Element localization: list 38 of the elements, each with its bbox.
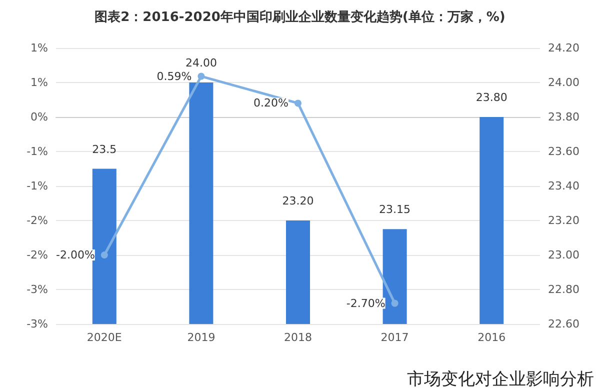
point: [294, 100, 302, 107]
y2-tick-label: 23.80: [548, 110, 580, 124]
y-tick-label: -1%: [26, 145, 48, 158]
y-tick-label: 0%: [30, 110, 48, 124]
y-tick-label: 1%: [30, 42, 48, 54]
x-tick-label: 2019: [187, 331, 216, 344]
data-label: 24.00: [185, 56, 217, 70]
chart-title: 图表2：2016-2020年中国印刷业企业数量变化趋势(单位：万家，%): [94, 9, 506, 25]
data-label: 23.15: [379, 203, 411, 216]
y-tick-label: -2%: [26, 248, 48, 262]
text: 市场变化对企业影响分析: [407, 370, 594, 390]
y2-tick-label: 22.60: [548, 318, 580, 330]
y2-tick-label: 23.20: [548, 214, 580, 227]
data-label: 23.80: [476, 91, 508, 104]
y2-tick-label: 24.20: [548, 42, 580, 54]
y2-tick-label: 22.80: [548, 283, 580, 296]
data-label: 0.20%: [254, 96, 288, 110]
y-tick-label: -3%: [26, 283, 48, 296]
y-tick-label: -2%: [26, 214, 48, 227]
data-label: 23.20: [282, 194, 314, 208]
y-tick-label: -3%: [26, 318, 48, 330]
x-tick-label: 2016: [478, 331, 506, 344]
y2-tick-label: 23.00: [548, 248, 580, 262]
x-tick-label: 2018: [284, 331, 312, 344]
data-label: -2.00%: [56, 248, 95, 262]
data-label: 0.59%: [156, 70, 192, 83]
y-tick-label: -1%: [26, 180, 48, 192]
y2-tick-label: 23.60: [548, 145, 580, 158]
point: [391, 300, 398, 307]
x-tick-label: 2020E: [86, 331, 122, 344]
y-tick-label: 1%: [30, 76, 48, 89]
point: [198, 72, 205, 80]
data-label: -2.70%: [346, 296, 386, 310]
data-label: 23.5: [92, 142, 117, 156]
x-tick-label: 2017: [380, 331, 409, 344]
y2-tick-label: 24.00: [548, 76, 580, 89]
y2-tick-label: 23.40: [548, 180, 580, 192]
point: [100, 252, 108, 258]
